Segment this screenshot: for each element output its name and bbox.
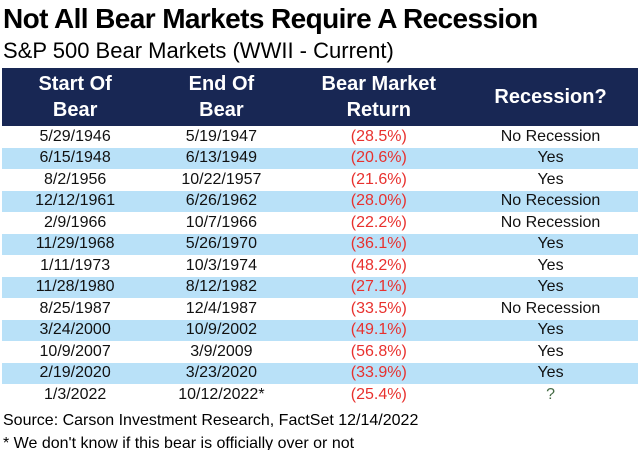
- cell-end-of-bear: 12/4/1987: [185, 299, 257, 317]
- cell-start-of-bear: 6/15/1948: [39, 149, 111, 167]
- cell-start-of-bear: 8/25/1987: [39, 299, 111, 317]
- cell-bear-market-return: (28.0%): [350, 192, 407, 210]
- cell-end-of-bear: 6/13/1949: [185, 149, 257, 167]
- table-row: 11/28/1980 8/12/1982 (27.1%) Yes: [2, 276, 638, 298]
- cell-bear-market-return: (33.5%): [350, 299, 407, 317]
- cell-start-of-bear: 1/11/1973: [40, 256, 111, 274]
- cell-recession: No Recession: [500, 127, 601, 145]
- cell-start-of-bear: 1/3/2022: [43, 385, 107, 403]
- cell-bear-market-return: (48.2%): [350, 256, 407, 274]
- col-header-start-of-bear: Start Of Bear: [2, 68, 149, 126]
- cell-end-of-bear: 10/12/2022*: [178, 385, 265, 403]
- col-header-end-of-bear: End Of Bear: [148, 68, 295, 126]
- cell-start-of-bear: 2/19/2020: [39, 364, 111, 382]
- table-row: 5/29/1946 5/19/1947 (28.5%) No Recession: [2, 126, 638, 148]
- cell-start-of-bear: 3/24/2000: [39, 321, 111, 339]
- table-row: 11/29/1968 5/26/1970 (36.1%) Yes: [2, 233, 638, 255]
- cell-end-of-bear: 10/3/1974: [185, 256, 257, 274]
- cell-bear-market-return: (49.1%): [350, 321, 407, 339]
- cell-bear-market-return: (25.4%): [350, 385, 407, 403]
- table-row: 1/11/1973 10/3/1974 (48.2%) Yes: [2, 255, 638, 277]
- cell-start-of-bear: 8/2/1956: [43, 170, 107, 188]
- table-row: 10/9/2007 3/9/2009 (56.8%) Yes: [2, 341, 638, 363]
- cell-bear-market-return: (20.6%): [350, 149, 407, 167]
- table-row: 12/12/1961 6/26/1962 (28.0%) No Recessio…: [2, 190, 638, 212]
- table-row: 3/24/2000 10/9/2002 (49.1%) Yes: [2, 319, 638, 341]
- cell-end-of-bear: 6/26/1962: [185, 192, 257, 210]
- table-header: Start Of Bear End Of Bear Bear Market Re…: [2, 68, 638, 126]
- cell-recession: Yes: [537, 342, 564, 360]
- source-note: Source: Carson Investment Research, Fact…: [3, 411, 419, 429]
- cell-start-of-bear: 5/29/1946: [39, 127, 111, 145]
- cell-bear-market-return: (56.8%): [350, 342, 407, 360]
- cell-recession: Yes: [537, 149, 564, 167]
- cell-start-of-bear: 2/9/1966: [43, 213, 107, 231]
- cell-recession: No Recession: [500, 213, 601, 231]
- table-row: 2/19/2020 3/23/2020 (33.9%) Yes: [2, 362, 638, 384]
- cell-recession: Yes: [537, 235, 564, 253]
- col-header-end-of-bear-label: End Of Bear: [188, 72, 255, 121]
- cell-end-of-bear: 10/22/1957: [181, 170, 262, 188]
- cell-recession: Yes: [537, 321, 564, 339]
- cell-start-of-bear: 10/9/2007: [39, 342, 111, 360]
- cell-end-of-bear: 3/9/2009: [190, 342, 253, 360]
- col-header-recession: Recession?: [463, 68, 638, 126]
- cell-start-of-bear: 11/28/1980: [35, 278, 115, 296]
- cell-end-of-bear: 5/19/1947: [185, 127, 257, 145]
- table-body: 5/29/1946 5/19/1947 (28.5%) No Recession…: [2, 126, 638, 406]
- footnote: * We don't know if this bear is official…: [3, 434, 355, 450]
- footer: Source: Carson Investment Research, Fact…: [3, 411, 640, 450]
- cell-recession: Yes: [537, 364, 564, 382]
- table-header-row: Start Of Bear End Of Bear Bear Market Re…: [2, 68, 638, 126]
- bear-markets-table: Start Of Bear End Of Bear Bear Market Re…: [2, 68, 638, 406]
- cell-end-of-bear: 10/7/1966: [185, 213, 257, 231]
- cell-recession: No Recession: [500, 299, 601, 317]
- page-subtitle: S&P 500 Bear Markets (WWII - Current): [3, 38, 394, 63]
- page-title: Not All Bear Markets Require A Recession: [3, 3, 538, 34]
- cell-end-of-bear: 10/9/2002: [185, 321, 257, 339]
- table-row: 2/9/1966 10/7/1966 (22.2%) No Recession: [2, 212, 638, 234]
- table-row: 8/2/1956 10/22/1957 (21.6%) Yes: [2, 169, 638, 191]
- col-header-bear-market-return-label: Bear Market Return: [321, 72, 437, 121]
- table-row: 6/15/1948 6/13/1949 (20.6%) Yes: [2, 147, 638, 169]
- cell-bear-market-return: (36.1%): [350, 235, 407, 253]
- cell-start-of-bear: 12/12/1961: [35, 192, 116, 210]
- col-header-start-of-bear-label: Start Of Bear: [38, 72, 112, 121]
- table-row: 8/25/1987 12/4/1987 (33.5%) No Recession: [2, 298, 638, 320]
- cell-bear-market-return: (27.1%): [350, 278, 407, 296]
- cell-end-of-bear: 8/12/1982: [185, 278, 257, 296]
- cell-recession: Yes: [537, 256, 564, 274]
- col-header-bear-market-return: Bear Market Return: [294, 68, 464, 126]
- cell-bear-market-return: (33.9%): [350, 364, 407, 382]
- table-row: 1/3/2022 10/12/2022* (25.4%) ?: [2, 384, 638, 406]
- cell-bear-market-return: (28.5%): [350, 127, 407, 145]
- cell-bear-market-return: (21.6%): [350, 170, 407, 188]
- cell-recession: Yes: [537, 278, 564, 296]
- cell-recession: ?: [546, 385, 555, 403]
- cell-end-of-bear: 3/23/2020: [185, 364, 257, 382]
- cell-recession: Yes: [537, 170, 564, 188]
- cell-start-of-bear: 11/29/1968: [35, 235, 115, 253]
- cell-end-of-bear: 5/26/1970: [185, 235, 257, 253]
- col-header-recession-label: Recession?: [494, 85, 607, 108]
- cell-recession: No Recession: [500, 192, 601, 210]
- cell-bear-market-return: (22.2%): [350, 213, 407, 231]
